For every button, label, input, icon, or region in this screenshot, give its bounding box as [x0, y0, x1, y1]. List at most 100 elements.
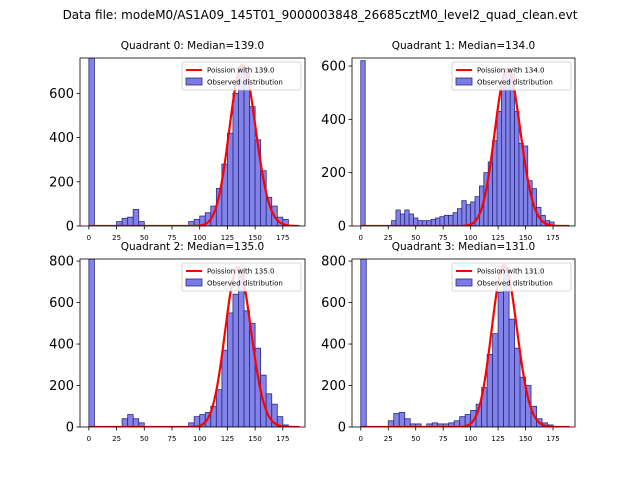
y-tick-label: 600 — [49, 87, 74, 102]
x-tick-label: 75 — [439, 435, 448, 443]
legend-label: Poission with 131.0 — [477, 268, 545, 276]
x-tick-label: 150 — [248, 435, 261, 443]
histogram-bar — [243, 73, 250, 226]
y-tick-label: 0 — [66, 220, 74, 235]
histogram-bar — [227, 132, 234, 226]
x-tick-label: 175 — [546, 234, 559, 242]
axes-frame — [351, 57, 576, 227]
histogram-bar — [518, 142, 524, 226]
histogram-bar — [404, 209, 410, 226]
x-tick-label: 100 — [464, 435, 477, 443]
legend-label: Observed distribution — [477, 79, 553, 87]
histogram-bar — [514, 347, 521, 427]
x-tick-label: 125 — [221, 435, 234, 443]
panel-title: Quadrant 2: Median=135.0 — [121, 241, 264, 253]
y-tick-label: 0 — [338, 220, 346, 235]
legend-bar-swatch — [185, 278, 203, 287]
histogram-bar — [508, 318, 515, 427]
histogram-bar — [505, 70, 511, 226]
histogram-bar — [121, 418, 129, 427]
y-tick-label: 200 — [49, 175, 74, 190]
y-tick-label: 400 — [321, 338, 346, 353]
y-tick-label: 0 — [66, 421, 74, 436]
x-tick-label: 100 — [464, 234, 477, 242]
histogram-bar — [461, 200, 467, 226]
histogram-bar — [399, 213, 406, 226]
legend: Poission with 131.0 Observed distribution — [451, 262, 572, 292]
histogram-bar — [88, 58, 95, 226]
histogram-bar — [132, 209, 140, 226]
histogram-bar — [221, 349, 228, 427]
quadrant-panel-1: Quadrant 1: Median=134.0 0 25 50 75 100 125 150… — [321, 40, 576, 242]
legend-label: Poission with 135.0 — [207, 268, 275, 276]
legend: Poission with 134.0 Observed distribution — [451, 61, 572, 91]
histogram-bar — [276, 416, 284, 427]
histogram-bar — [227, 312, 234, 427]
histogram-bar — [408, 213, 414, 226]
histogram-bar — [238, 66, 245, 226]
histogram-bar — [88, 259, 95, 427]
histogram-bar — [232, 92, 239, 226]
x-tick-label: 50 — [411, 234, 420, 242]
poisson-curve — [360, 264, 570, 427]
x-tick-label: 0 — [359, 435, 363, 443]
figure-title: Data file: modeM0/AS1A09_145T01_90000038… — [62, 8, 578, 22]
legend: Poission with 135.0 Observed distribution — [181, 262, 302, 292]
y-tick-label: 200 — [49, 379, 74, 394]
histogram-bar — [514, 110, 520, 226]
x-tick-label: 75 — [439, 234, 448, 242]
axes-frame — [79, 57, 306, 227]
legend-box — [451, 61, 572, 91]
y-tick-label: 600 — [49, 296, 74, 311]
histogram-bar — [215, 389, 223, 427]
y-tick-label: 600 — [321, 60, 346, 75]
quadrant-panel-2: Quadrant 2: Median=135.0 0 25 50 75 100 125 150… — [49, 241, 306, 443]
y-tick-label: 200 — [321, 379, 346, 394]
legend-label: Observed distribution — [207, 280, 283, 288]
histogram-bar — [132, 418, 140, 427]
x-tick-label: 175 — [546, 435, 559, 443]
histogram-bar — [127, 414, 134, 427]
legend-bar-swatch — [455, 278, 473, 287]
histogram-bar — [452, 212, 458, 226]
x-tick-label: 125 — [491, 234, 504, 242]
histogram-bar — [443, 214, 450, 226]
x-tick-label: 150 — [519, 234, 532, 242]
histogram-bar — [121, 217, 129, 226]
x-tick-label: 150 — [519, 435, 532, 443]
axes-frame — [351, 258, 576, 428]
histogram-bar — [465, 204, 472, 226]
y-tick-label: 400 — [49, 338, 74, 353]
x-tick-label: 0 — [87, 435, 91, 443]
histogram-bar — [398, 412, 406, 427]
x-tick-label: 25 — [112, 435, 121, 443]
x-tick-label: 50 — [140, 435, 149, 443]
y-tick-label: 600 — [321, 296, 346, 311]
legend-label: Observed distribution — [477, 280, 553, 288]
x-tick-label: 100 — [193, 435, 206, 443]
y-tick-label: 800 — [321, 255, 346, 270]
panel-title: Quadrant 3: Median=131.0 — [392, 241, 535, 253]
histogram-bar — [509, 73, 515, 226]
panel-title: Quadrant 0: Median=139.0 — [121, 40, 264, 52]
legend-label: Observed distribution — [207, 79, 283, 87]
plot-area — [360, 259, 570, 427]
x-tick-label: 150 — [248, 234, 261, 242]
legend-box — [181, 262, 302, 292]
panel-title: Quadrant 1: Median=134.0 — [392, 40, 535, 52]
histogram-bar — [395, 209, 401, 226]
x-tick-label: 175 — [276, 234, 289, 242]
legend-box — [451, 262, 572, 292]
histogram-bar — [413, 217, 419, 226]
x-tick-label: 25 — [112, 234, 121, 242]
x-tick-label: 125 — [221, 234, 234, 242]
x-tick-label: 25 — [384, 435, 393, 443]
y-tick-label: 200 — [321, 166, 346, 181]
x-tick-label: 25 — [384, 234, 393, 242]
axes-frame — [79, 258, 306, 428]
histogram-bar — [360, 60, 366, 226]
quadrant-panel-0: Quadrant 0: Median=139.0 0 25 50 75 100 125 150… — [49, 40, 306, 242]
histogram-bar — [500, 86, 507, 226]
x-tick-label: 75 — [168, 234, 177, 242]
histogram-bar — [360, 259, 367, 427]
